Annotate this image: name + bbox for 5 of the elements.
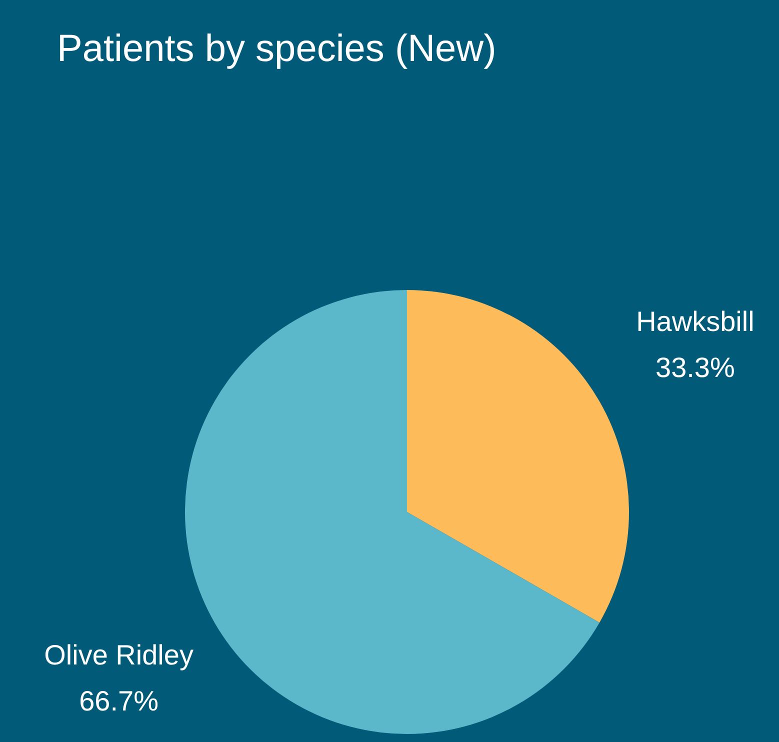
chart-title: Patients by species (New)	[57, 28, 496, 71]
data-label: 66.7%	[79, 686, 158, 717]
slice-label: Olive Ridley	[44, 640, 194, 671]
data-label: 33.3%	[656, 352, 735, 383]
slice-label: Hawksbill	[636, 306, 754, 337]
